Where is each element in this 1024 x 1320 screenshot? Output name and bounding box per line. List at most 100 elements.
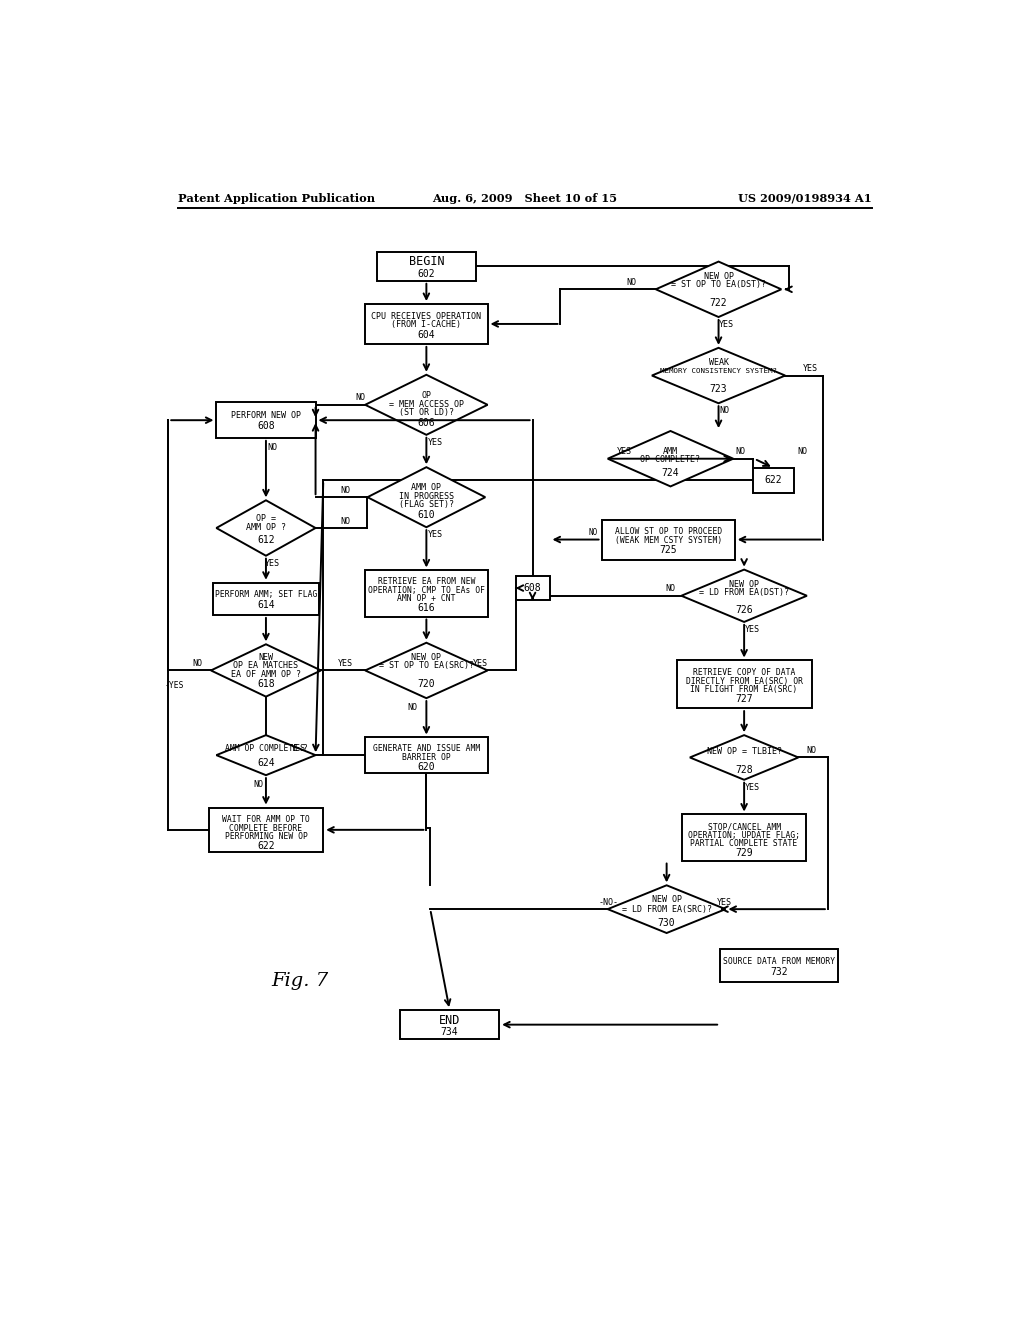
Text: PERFORM AMM; SET FLAG: PERFORM AMM; SET FLAG xyxy=(215,590,317,599)
Text: NO: NO xyxy=(408,704,418,711)
Text: 620: 620 xyxy=(418,762,435,772)
Text: NEW: NEW xyxy=(258,653,273,661)
Text: IN PROGRESS: IN PROGRESS xyxy=(399,492,454,500)
Text: NO: NO xyxy=(807,746,816,755)
Text: CPU RECEIVES OPERATION: CPU RECEIVES OPERATION xyxy=(372,312,481,321)
Bar xyxy=(677,660,812,708)
Text: 602: 602 xyxy=(418,269,435,279)
Text: 604: 604 xyxy=(418,330,435,339)
Bar xyxy=(366,738,487,774)
Text: STOP/CANCEL AMM: STOP/CANCEL AMM xyxy=(708,822,780,832)
Text: NEW OP: NEW OP xyxy=(703,272,733,281)
Text: YES: YES xyxy=(744,783,760,792)
Text: GENERATE AND ISSUE AMM: GENERATE AND ISSUE AMM xyxy=(373,744,480,754)
Polygon shape xyxy=(366,643,487,698)
Text: OP EA MATCHES: OP EA MATCHES xyxy=(233,661,298,671)
Text: 726: 726 xyxy=(735,605,753,615)
Text: -YES: -YES xyxy=(165,681,184,690)
Text: 722: 722 xyxy=(710,298,727,308)
Polygon shape xyxy=(607,886,726,933)
Text: 725: 725 xyxy=(659,545,677,556)
Text: BARRIER OP: BARRIER OP xyxy=(402,752,451,762)
Text: OP =: OP = xyxy=(256,515,275,523)
Text: ALLOW ST OP TO PROCEED: ALLOW ST OP TO PROCEED xyxy=(614,528,722,536)
Bar xyxy=(216,403,315,438)
Text: Patent Application Publication: Patent Application Publication xyxy=(178,193,376,205)
Polygon shape xyxy=(366,375,487,434)
Text: PERFORM NEW OP: PERFORM NEW OP xyxy=(231,411,301,420)
Text: EA OF AMM OP ?: EA OF AMM OP ? xyxy=(231,669,301,678)
Bar xyxy=(366,570,487,616)
Text: YES: YES xyxy=(291,743,306,752)
Text: 622: 622 xyxy=(257,841,274,851)
Text: NO: NO xyxy=(798,447,807,457)
Text: NO: NO xyxy=(589,528,598,537)
Text: Aug. 6, 2009   Sheet 10 of 15: Aug. 6, 2009 Sheet 10 of 15 xyxy=(432,193,617,205)
Text: YES: YES xyxy=(428,438,443,447)
Text: NO: NO xyxy=(720,407,730,416)
Bar xyxy=(213,582,318,615)
Text: NO: NO xyxy=(666,585,676,593)
Text: 606: 606 xyxy=(418,417,435,428)
Bar xyxy=(682,814,806,861)
Text: YES: YES xyxy=(473,659,488,668)
Text: 723: 723 xyxy=(710,384,727,395)
Text: SOURCE DATA FROM MEMORY: SOURCE DATA FROM MEMORY xyxy=(723,957,835,966)
Text: YES: YES xyxy=(338,659,352,668)
Text: YES: YES xyxy=(616,447,632,457)
Text: (WEAK MEM CSTY SYSTEM): (WEAK MEM CSTY SYSTEM) xyxy=(614,536,722,545)
Text: NO: NO xyxy=(267,442,278,451)
Text: YES: YES xyxy=(428,531,443,540)
Text: 618: 618 xyxy=(257,680,274,689)
Text: = LD FROM EA(DST)?: = LD FROM EA(DST)? xyxy=(699,589,790,597)
Text: 608: 608 xyxy=(257,421,274,432)
Text: YES: YES xyxy=(264,558,280,568)
Text: 727: 727 xyxy=(735,694,753,704)
Text: -NO-: -NO- xyxy=(598,898,618,907)
Text: 616: 616 xyxy=(418,603,435,612)
Text: (ST OR LD)?: (ST OR LD)? xyxy=(399,408,454,417)
Text: YES: YES xyxy=(744,626,760,634)
Text: 730: 730 xyxy=(657,917,676,928)
Text: IN FLIGHT FROM EA(SRC): IN FLIGHT FROM EA(SRC) xyxy=(690,685,798,694)
Text: NO: NO xyxy=(340,486,350,495)
Text: WAIT FOR AMM OP TO: WAIT FOR AMM OP TO xyxy=(222,816,310,824)
Text: WEAK: WEAK xyxy=(709,358,728,367)
Text: AMM OP ?: AMM OP ? xyxy=(246,524,286,532)
Text: 610: 610 xyxy=(418,510,435,520)
Bar xyxy=(515,576,550,601)
Text: 608: 608 xyxy=(523,583,542,593)
Text: 622: 622 xyxy=(765,475,782,486)
Polygon shape xyxy=(655,261,781,317)
Text: NO: NO xyxy=(340,516,350,525)
Bar xyxy=(601,520,735,560)
Text: RETRIEVE EA FROM NEW: RETRIEVE EA FROM NEW xyxy=(378,577,475,586)
Text: OP COMPLETE?: OP COMPLETE? xyxy=(640,455,700,463)
Text: 732: 732 xyxy=(770,968,787,977)
Text: NO: NO xyxy=(193,659,203,668)
Bar xyxy=(366,304,487,345)
Text: PERFORMING NEW OP: PERFORMING NEW OP xyxy=(224,833,307,841)
Text: NEW OP = TLBIE?: NEW OP = TLBIE? xyxy=(707,747,781,756)
Polygon shape xyxy=(690,735,799,780)
Bar xyxy=(720,949,838,982)
Text: NEW OP: NEW OP xyxy=(729,579,759,589)
Text: NEW OP: NEW OP xyxy=(651,895,682,904)
Polygon shape xyxy=(681,570,807,622)
Bar xyxy=(209,808,324,853)
Text: END: END xyxy=(439,1014,461,1027)
Polygon shape xyxy=(216,500,315,556)
Bar xyxy=(400,1010,500,1039)
Polygon shape xyxy=(652,348,785,404)
Text: NO: NO xyxy=(253,780,263,789)
Text: RETRIEVE COPY OF DATA: RETRIEVE COPY OF DATA xyxy=(693,668,796,677)
Text: 614: 614 xyxy=(257,601,274,610)
Text: NO: NO xyxy=(735,447,745,457)
Text: AMM: AMM xyxy=(663,446,678,455)
Text: PARTIAL COMPLETE STATE: PARTIAL COMPLETE STATE xyxy=(690,840,798,849)
Text: OP: OP xyxy=(421,391,431,400)
Text: = ST OP TO EA(SRC)?: = ST OP TO EA(SRC)? xyxy=(379,661,474,671)
Text: OPERATION; UPDATE FLAG;: OPERATION; UPDATE FLAG; xyxy=(688,830,800,840)
Text: NO: NO xyxy=(627,279,637,286)
Text: US 2009/0198934 A1: US 2009/0198934 A1 xyxy=(738,193,872,205)
